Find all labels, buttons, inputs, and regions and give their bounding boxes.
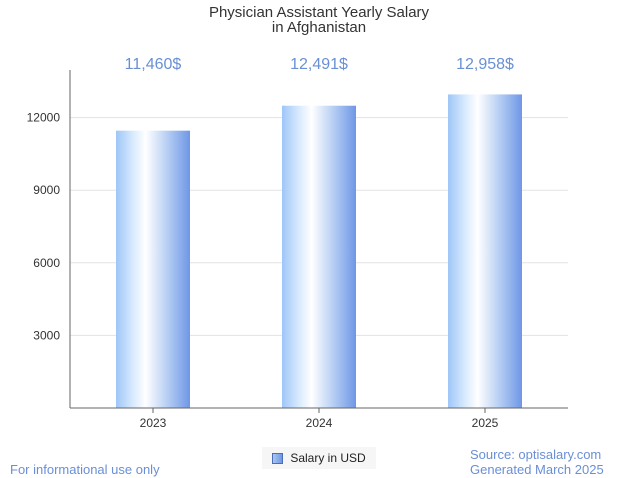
chart-legend: Salary in USD [262,447,376,469]
y-tick-label: 12000 [27,111,61,125]
data-label: 11,460$ [125,56,182,73]
chart-title-line-2: in Afghanistan [271,19,367,36]
legend-swatch [272,452,284,464]
chart-title-line-1: Physician Assistant Yearly Salary [208,4,430,21]
bar [282,105,356,408]
bar [448,94,522,409]
x-tick-label: 2023 [140,416,167,430]
bar [116,130,190,408]
x-tick-label: 2025 [472,416,499,430]
legend-label: Salary in USD [290,451,366,465]
generated-text: Generated March 2025 [470,462,604,477]
source-credit: Source: optisalary.com Generated March 2… [470,447,604,477]
disclaimer-text: For informational use only [10,462,160,477]
y-tick-label: 3000 [33,328,60,342]
data-label: 12,491$ [290,56,348,73]
y-tick-label: 6000 [33,256,60,270]
x-tick-label: 2024 [306,416,333,430]
data-label: 12,958$ [456,56,514,73]
y-tick-label: 9000 [33,183,60,197]
source-text: Source: optisalary.com [470,447,602,462]
